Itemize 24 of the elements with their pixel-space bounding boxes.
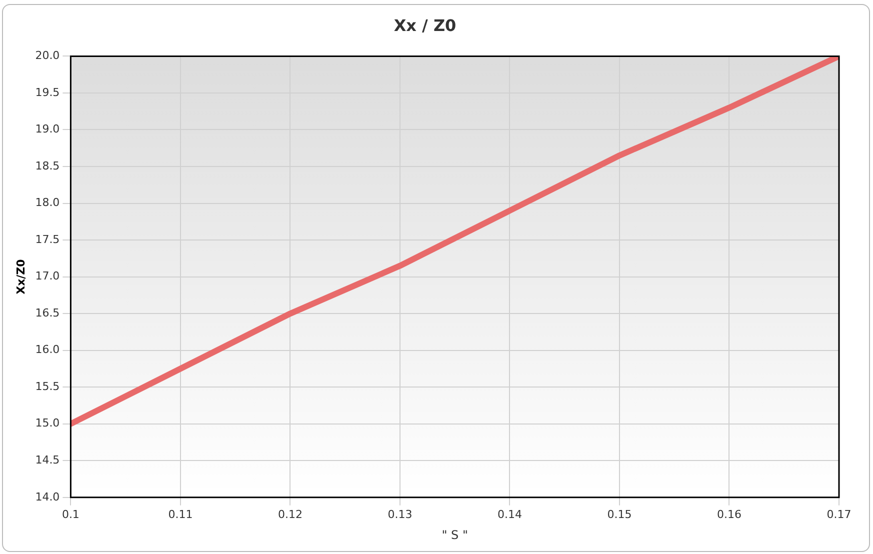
x-tick-label: 0.17	[826, 508, 852, 521]
x-tick-label: 0.15	[607, 508, 632, 521]
y-tick-label: 16.5	[35, 306, 60, 320]
x-tick-label: 0.14	[497, 508, 522, 521]
y-tick-label: 14.0	[35, 490, 60, 504]
x-axis-title: " S "	[442, 528, 468, 542]
x-tick-label: 0.1	[62, 508, 80, 521]
x-tick-label: 0.13	[388, 508, 412, 521]
x-tick-label: 0.16	[716, 508, 742, 521]
x-tick-label: 0.12	[278, 508, 302, 521]
y-tick-label: 16.0	[35, 343, 60, 356]
y-tick-label: 15.5	[35, 380, 60, 393]
y-tick-label: 15.0	[35, 416, 60, 430]
y-axis-title: Xx/Z0	[14, 258, 28, 294]
y-tick-label: 18.5	[35, 159, 60, 172]
y-tick-label: 14.5	[35, 453, 60, 466]
x-tick-label: 0.11	[168, 508, 193, 521]
y-tick-label: 20.0	[35, 49, 60, 62]
y-tick-label: 19.0	[35, 122, 60, 136]
chart-title: Xx / Z0	[394, 16, 456, 35]
y-tick-label: 17.0	[35, 270, 60, 283]
y-tick-label: 18.0	[35, 196, 60, 210]
y-tick-label: 17.5	[35, 232, 60, 246]
y-tick-label: 19.5	[35, 86, 60, 99]
